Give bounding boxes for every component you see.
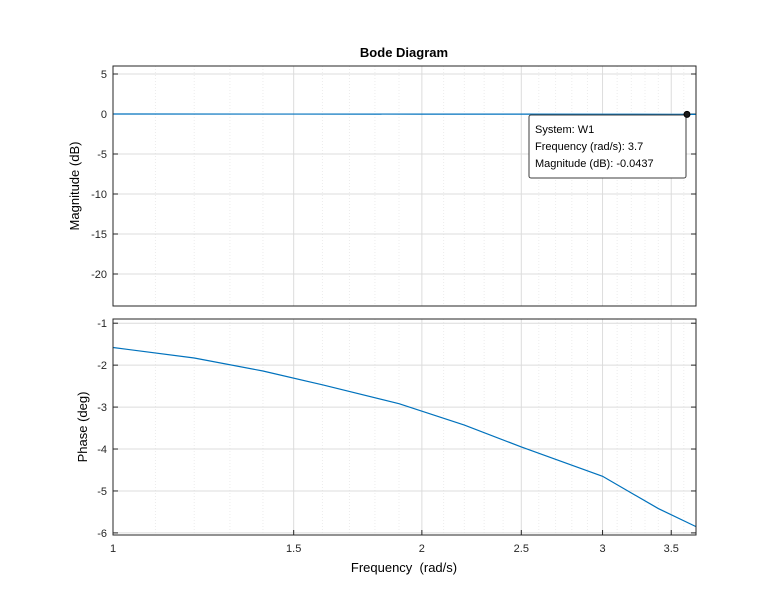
magnitude-ylabel: Magnitude (dB) bbox=[67, 142, 82, 231]
phase-ytick-label: -2 bbox=[97, 360, 107, 372]
magnitude-ytick-label: -20 bbox=[91, 269, 107, 281]
frequency-xtick-label: 3.5 bbox=[664, 543, 679, 555]
chart-title: Bode Diagram bbox=[360, 45, 448, 60]
phase-curve-group bbox=[112, 346, 697, 528]
data-tip-marker[interactable] bbox=[683, 110, 691, 118]
phase-ytick-label: -5 bbox=[97, 486, 107, 498]
data-tip-magnitude: Magnitude (dB): -0.0437 bbox=[535, 158, 654, 170]
phase-ytick-label: -3 bbox=[97, 402, 107, 414]
frequency-xtick-label: 1 bbox=[110, 543, 116, 555]
magnitude-ytick-label: -10 bbox=[91, 189, 107, 201]
data-tip-system: System: W1 bbox=[535, 124, 594, 136]
magnitude-y-ticks: 5 0 -5 -10 -15 -20 bbox=[91, 69, 696, 281]
phase-ytick-label: -6 bbox=[97, 528, 107, 540]
phase-ylabel: Phase (deg) bbox=[75, 392, 90, 463]
magnitude-ytick-label: -15 bbox=[91, 229, 107, 241]
data-tip-box bbox=[528, 114, 687, 179]
magnitude-axes[interactable]: 5 0 -5 -10 -15 -20 Bode Diagram Magnitude (dB… bbox=[67, 45, 697, 307]
magnitude-ytick-label: -5 bbox=[97, 149, 107, 161]
phase-curve-w1[interactable] bbox=[112, 346, 697, 528]
magnitude-ytick-label: 5 bbox=[101, 69, 107, 81]
magnitude-plot-area bbox=[113, 66, 696, 306]
magnitude-ytick-label: 0 bbox=[101, 109, 107, 121]
frequency-xtick-label: 3 bbox=[599, 543, 605, 555]
phase-plot-area bbox=[113, 319, 696, 535]
phase-grid bbox=[113, 319, 696, 535]
phase-axes-box bbox=[112, 318, 697, 536]
frequency-xtick-label: 1.5 bbox=[286, 543, 301, 555]
frequency-xtick-label: 2 bbox=[419, 543, 425, 555]
phase-y-ticks: -1 -2 -3 -4 -5 -6 bbox=[97, 318, 696, 540]
data-tip-frequency: Frequency (rad/s): 3.7 bbox=[535, 141, 643, 153]
phase-x-ticks: 1 1.5 2 2.5 3 3.5 bbox=[110, 530, 679, 555]
phase-ytick-label: -1 bbox=[97, 318, 107, 330]
phase-axes[interactable]: -1 -2 -3 -4 -5 -6 1 1.5 2 2.5 3 3.5 Phase (deg) Fr… bbox=[75, 318, 697, 575]
magnitude-grid bbox=[113, 66, 696, 306]
frequency-xtick-label: 2.5 bbox=[514, 543, 529, 555]
magnitude-axes-box bbox=[112, 65, 697, 307]
frequency-xlabel: Frequency (rad/s) bbox=[351, 560, 457, 575]
data-tip[interactable]: System: W1 Frequency (rad/s): 3.7 Magnit… bbox=[528, 110, 691, 179]
phase-ytick-label: -4 bbox=[97, 444, 107, 456]
